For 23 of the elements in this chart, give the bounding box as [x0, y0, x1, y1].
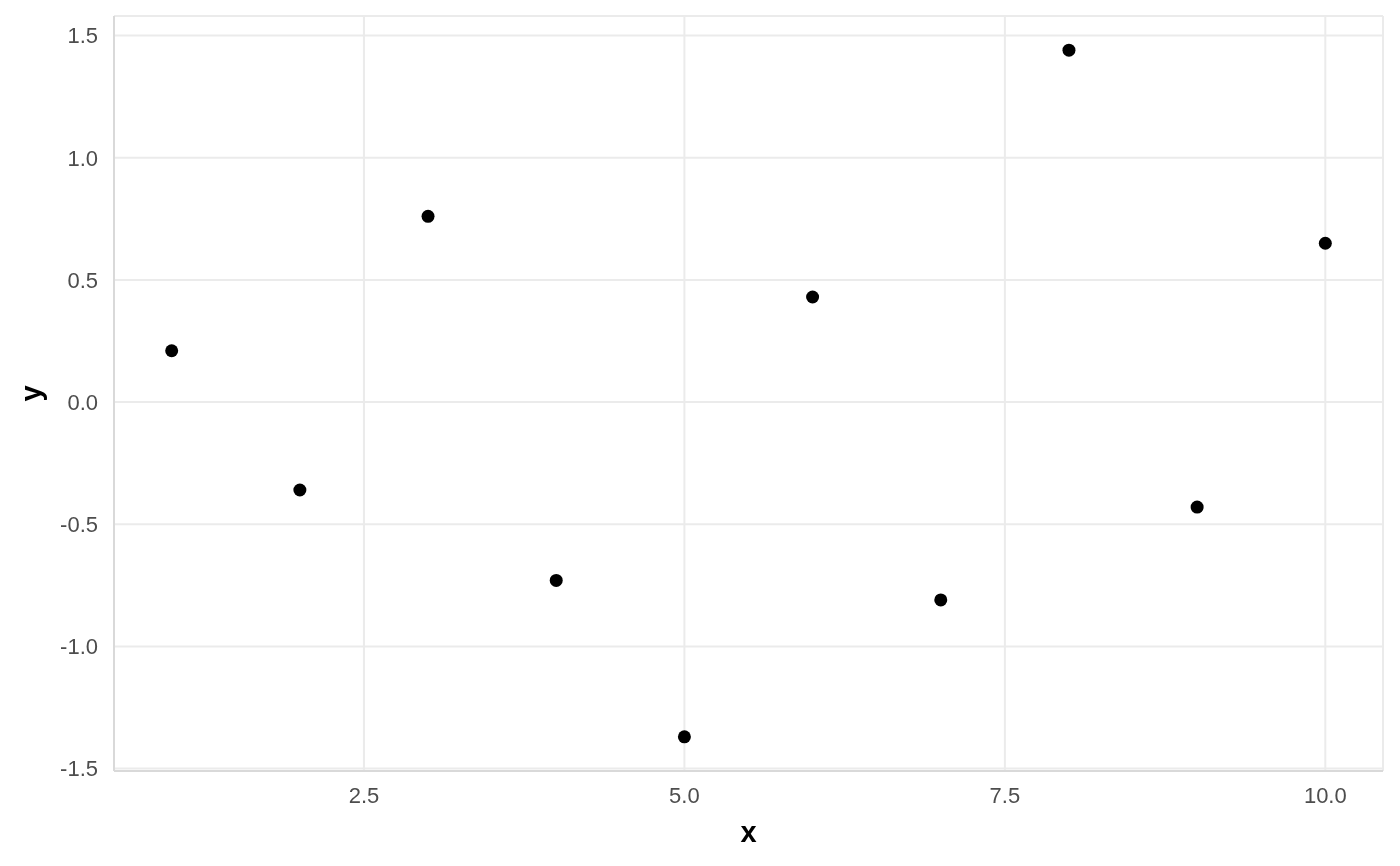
point — [421, 209, 435, 223]
point — [677, 730, 691, 744]
point — [1062, 43, 1076, 57]
y-tick-label: -1.5 — [60, 756, 98, 782]
point — [1190, 500, 1204, 514]
y-axis-title: y — [15, 385, 47, 402]
point — [934, 593, 948, 607]
point — [806, 290, 820, 304]
x-tick-label: 5.0 — [669, 782, 700, 808]
y-tick-label: 0.5 — [67, 267, 98, 293]
x-tick-label: 7.5 — [989, 782, 1021, 808]
y-tick-label: 0.0 — [67, 389, 98, 415]
point — [293, 483, 307, 497]
y-tick-label: -1.0 — [60, 634, 98, 660]
y-tick-label: 1.5 — [67, 23, 98, 49]
y-tick-label: 1.0 — [67, 145, 98, 171]
point — [1318, 236, 1332, 250]
point — [549, 573, 563, 587]
y-tick-label: -0.5 — [60, 512, 98, 538]
x-tick-label: 2.5 — [348, 782, 380, 808]
point — [165, 344, 179, 358]
x-axis-title: x — [740, 816, 757, 848]
x-tick-label: 10.0 — [1303, 782, 1347, 808]
